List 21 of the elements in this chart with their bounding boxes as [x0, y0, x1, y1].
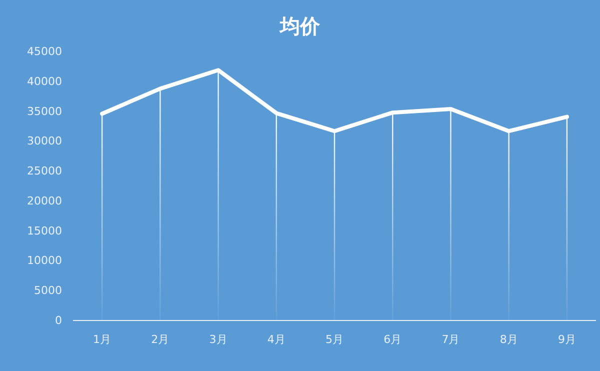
y-tick-label: 0 — [55, 314, 62, 327]
y-tick-label: 20000 — [27, 194, 62, 208]
y-tick-label: 15000 — [27, 224, 62, 238]
y-tick-label: 10000 — [27, 254, 62, 268]
y-tick-label: 25000 — [27, 164, 62, 178]
x-tick-label: 3月 — [209, 333, 228, 346]
line-series — [100, 68, 569, 134]
y-tick-label: 5000 — [34, 284, 62, 298]
x-tick-label: 6月 — [384, 333, 402, 346]
y-tick-label: 35000 — [27, 104, 62, 118]
x-tick-label: 2月 — [151, 333, 170, 346]
x-tick-label: 5月 — [326, 333, 344, 346]
x-tick-label: 8月 — [500, 333, 518, 346]
x-tick-label: 1月 — [93, 333, 112, 346]
x-tick-label: 7月 — [442, 333, 460, 346]
y-tick-label: 40000 — [27, 74, 62, 88]
chart-title: 均价 — [279, 14, 321, 38]
y-tick-label: 45000 — [27, 45, 62, 58]
y-tick-label: 30000 — [27, 134, 62, 148]
x-tick-label: 4月 — [267, 333, 286, 346]
x-tick-label: 9月 — [558, 333, 576, 346]
